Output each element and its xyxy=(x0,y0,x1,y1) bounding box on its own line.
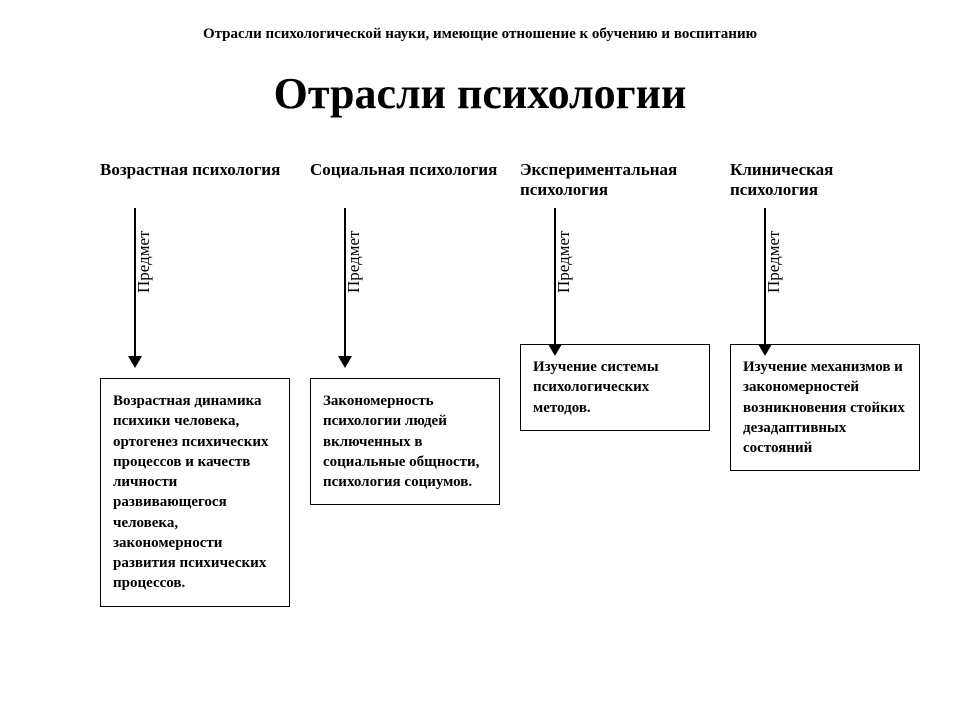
subject-box: Возрастная динамика психики человека, ор… xyxy=(100,378,290,607)
branch-title: Возрастная психология xyxy=(100,160,290,204)
subject-box: Изучение системы психологических методов… xyxy=(520,344,710,431)
arrow-head-icon xyxy=(338,356,352,368)
arrow: Предмет xyxy=(730,208,920,356)
arrow-label: Предмет xyxy=(764,231,784,293)
branch-column: Клиническая психология Предмет Изучение … xyxy=(730,160,920,607)
branch-title: Социальная психология xyxy=(310,160,500,204)
arrow: Предмет xyxy=(520,208,710,356)
arrow-label: Предмет xyxy=(134,231,154,293)
arrow-head-icon xyxy=(758,344,772,356)
supertitle: Отрасли психологической науки, имеющие о… xyxy=(0,26,960,43)
arrow: Предмет xyxy=(100,208,290,368)
subject-box: Изучение механизмов и закономерностей во… xyxy=(730,344,920,471)
arrow-label: Предмет xyxy=(554,231,574,293)
branch-column: Социальная психология Предмет Закономерн… xyxy=(310,160,500,607)
branch-column: Возрастная психология Предмет Возрастная… xyxy=(100,160,290,607)
arrow-head-icon xyxy=(548,344,562,356)
arrow-label: Предмет xyxy=(344,231,364,293)
branch-column: Экспериментальная психология Предмет Изу… xyxy=(520,160,710,607)
arrow: Предмет xyxy=(310,208,500,368)
arrow-head-icon xyxy=(128,356,142,368)
subject-box: Закономерность психологии людей включенн… xyxy=(310,378,500,505)
branches-container: Возрастная психология Предмет Возрастная… xyxy=(100,160,920,607)
branch-title: Клиническая психология xyxy=(730,160,920,204)
branch-title: Экспериментальная психология xyxy=(520,160,710,204)
main-title: Отрасли психологии xyxy=(0,68,960,119)
